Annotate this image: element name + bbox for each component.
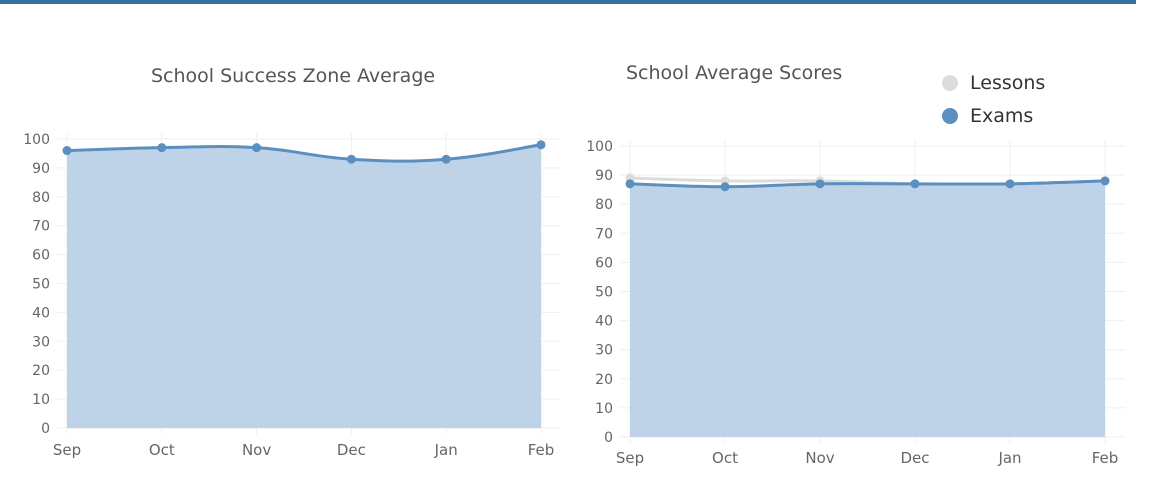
y-tick-label: 20	[595, 372, 613, 388]
y-tick-label: 0	[604, 430, 613, 446]
y-tick-label: 80	[32, 190, 50, 206]
x-tick-label: Jan	[997, 449, 1021, 467]
data-point	[910, 179, 920, 189]
y-tick-label: 90	[32, 161, 50, 177]
x-tick-label: Oct	[712, 449, 738, 467]
y-tick-label: 10	[595, 401, 613, 417]
legend-item-lessons[interactable]: Lessons	[942, 66, 1045, 99]
data-point	[62, 146, 72, 156]
legend-swatch-exams	[942, 107, 958, 124]
x-tick-label: Nov	[805, 449, 834, 467]
chart-title-success-zone: School Success Zone Average	[151, 65, 436, 87]
y-tick-label: 100	[23, 132, 50, 148]
y-tick-label: 80	[595, 197, 613, 213]
y-tick-label: 40	[595, 314, 613, 330]
data-point	[252, 143, 262, 153]
y-tick-label: 0	[41, 421, 50, 437]
data-point	[720, 182, 730, 192]
x-tick-label: Nov	[242, 441, 271, 459]
y-tick-label: 100	[586, 139, 613, 155]
x-tick-label: Oct	[149, 441, 175, 459]
data-point	[536, 140, 546, 150]
x-tick-label: Feb	[1092, 449, 1119, 467]
data-point	[346, 154, 356, 164]
chart-title-average-scores: School Average Scores	[626, 62, 843, 84]
legend-label-lessons: Lessons	[970, 71, 1046, 94]
y-tick-label: 90	[595, 168, 613, 184]
y-tick-label: 70	[32, 219, 50, 235]
x-tick-label: Dec	[900, 449, 929, 467]
y-tick-label: 20	[32, 363, 50, 379]
y-tick-label: 50	[595, 285, 613, 301]
legend-swatch-lessons	[942, 74, 958, 91]
y-tick-label: 30	[595, 343, 613, 359]
series-line	[66, 143, 542, 163]
x-tick-label: Sep	[616, 449, 644, 467]
y-tick-label: 60	[32, 248, 50, 264]
data-point	[1005, 179, 1015, 189]
y-tick-label: 30	[32, 334, 50, 350]
series-line	[629, 179, 1106, 189]
x-tick-label: Feb	[528, 441, 555, 459]
x-tick-label: Sep	[53, 441, 81, 459]
y-tick-label: 70	[595, 226, 613, 242]
x-tick-label: Dec	[337, 441, 366, 459]
top-accent-bar	[0, 0, 1136, 4]
x-tick-label: Jan	[434, 441, 458, 459]
legend-item-exams[interactable]: Exams	[942, 99, 1045, 132]
series-area	[67, 144, 541, 428]
y-tick-label: 10	[32, 392, 50, 408]
data-point	[625, 179, 635, 189]
data-point	[1100, 176, 1110, 186]
y-tick-label: 40	[32, 305, 50, 321]
series-area	[630, 180, 1105, 438]
data-point	[157, 143, 167, 153]
y-tick-label: 50	[32, 277, 50, 293]
data-point	[815, 179, 825, 189]
y-tick-label: 60	[595, 255, 613, 271]
chart-legend: Lessons Exams	[942, 66, 1045, 132]
legend-label-exams: Exams	[970, 104, 1034, 127]
data-point	[441, 154, 451, 164]
